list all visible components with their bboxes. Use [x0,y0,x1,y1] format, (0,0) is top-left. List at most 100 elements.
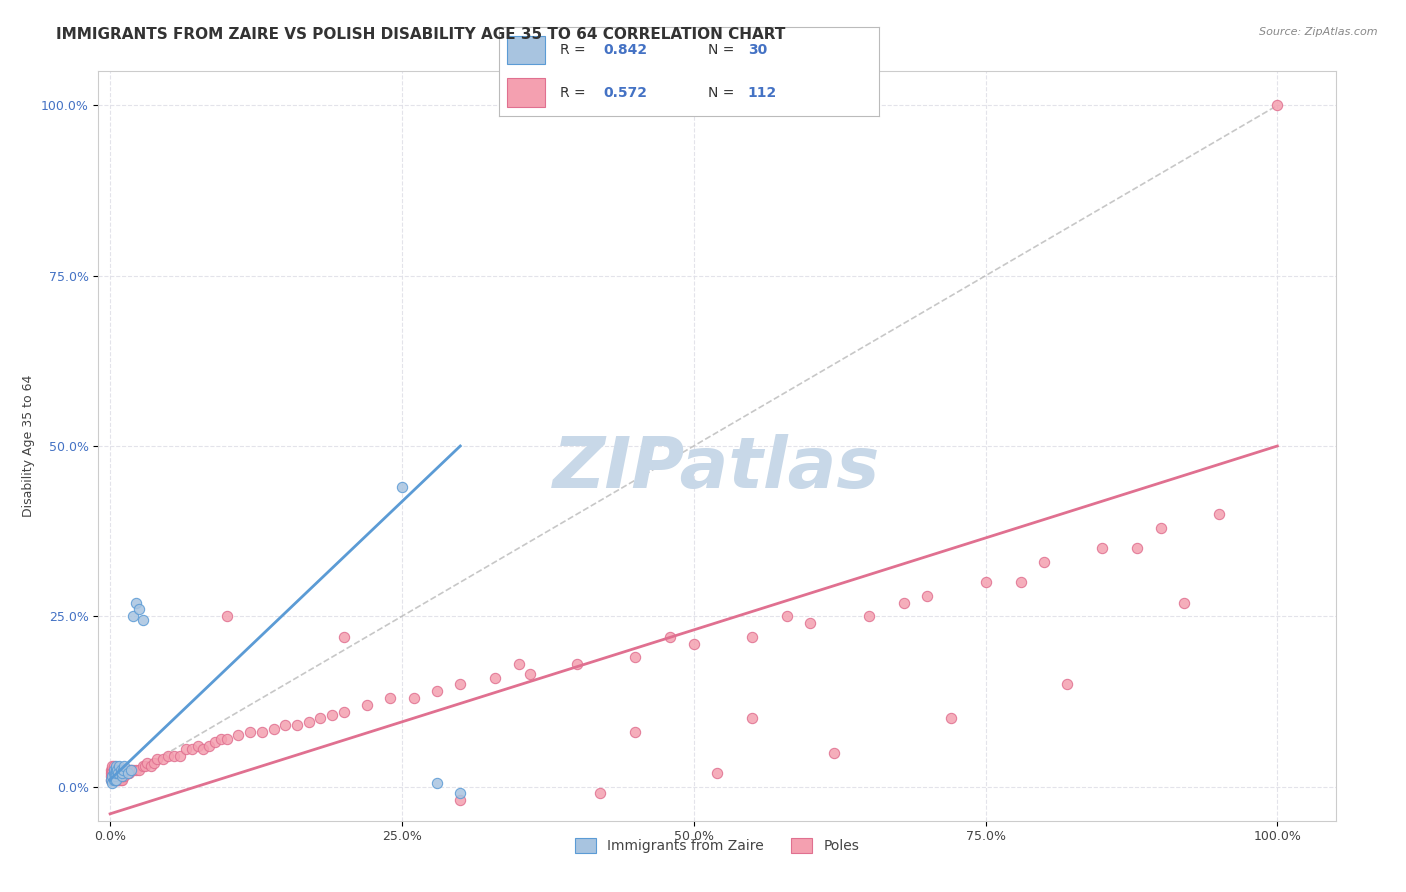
Point [776,609,799,624]
Legend: Immigrants from Zaire, Poles: Immigrants from Zaire, Poles [569,833,865,859]
Point [285,718,308,732]
Point [107,769,129,783]
Point [391,480,413,494]
Point [105,766,128,780]
Point [103,766,125,780]
Point [332,705,354,719]
Point [100,772,122,787]
Point [117,766,139,780]
Point [128,763,150,777]
Point [104,772,127,787]
Point [103,772,125,787]
Point [858,609,880,624]
Point [112,769,135,783]
Point [380,691,402,706]
Point [136,756,159,770]
Text: 30: 30 [748,43,768,57]
Point [120,763,142,777]
Point [146,752,169,766]
Text: IMMIGRANTS FROM ZAIRE VS POLISH DISABILITY AGE 35 TO 64 CORRELATION CHART: IMMIGRANTS FROM ZAIRE VS POLISH DISABILI… [56,27,786,42]
Point [112,759,135,773]
Point [132,613,155,627]
Point [103,766,125,780]
Point [1032,555,1054,569]
Point [101,776,124,790]
Point [332,630,354,644]
Point [215,731,238,746]
Point [104,769,127,783]
Point [100,763,122,777]
Point [111,772,134,787]
Point [449,786,471,800]
Point [114,766,136,780]
Point [426,684,449,698]
Point [209,731,232,746]
Point [1173,596,1195,610]
Point [104,772,127,787]
Point [239,725,262,739]
Point [1265,98,1288,112]
Y-axis label: Disability Age 35 to 64: Disability Age 35 to 64 [22,375,35,517]
Point [125,596,148,610]
Text: 0.572: 0.572 [603,86,648,100]
FancyBboxPatch shape [506,36,544,64]
Point [101,769,124,783]
Point [111,769,134,783]
Text: N =: N = [709,43,738,57]
Point [110,772,132,787]
Point [104,766,127,780]
Point [356,698,378,712]
Point [297,714,319,729]
Text: R =: R = [560,86,591,100]
Point [682,636,704,650]
Point [103,772,125,787]
Point [101,772,124,787]
Point [799,616,821,631]
Point [193,742,215,756]
Point [103,769,125,783]
Point [111,769,134,783]
Point [104,766,127,780]
Point [152,752,174,766]
Point [104,763,127,777]
Point [122,609,145,624]
Point [139,759,162,773]
Point [659,630,682,644]
Point [565,657,588,671]
Point [1149,521,1171,535]
Point [204,735,226,749]
Point [132,759,155,773]
Point [893,596,915,610]
Point [426,776,449,790]
Point [157,748,180,763]
Point [118,766,141,780]
Point [100,772,122,787]
Point [100,769,122,783]
Point [107,772,129,787]
Text: Source: ZipAtlas.com: Source: ZipAtlas.com [1260,27,1378,37]
Point [110,769,132,783]
Point [104,759,127,773]
Point [104,763,127,777]
Point [101,769,124,783]
Point [250,725,273,739]
Point [198,739,221,753]
Point [134,759,156,773]
Point [274,718,297,732]
Point [101,766,124,780]
Point [1126,541,1149,556]
Point [128,602,150,616]
Point [104,763,127,777]
Point [706,766,728,780]
Point [101,759,124,773]
Text: ZIPatlas: ZIPatlas [554,434,880,503]
Point [624,650,647,665]
Point [104,766,127,780]
Point [1091,541,1114,556]
Point [105,769,128,783]
Point [143,756,166,770]
Point [180,742,202,756]
Point [108,766,131,780]
Point [309,711,332,725]
Point [104,772,127,787]
